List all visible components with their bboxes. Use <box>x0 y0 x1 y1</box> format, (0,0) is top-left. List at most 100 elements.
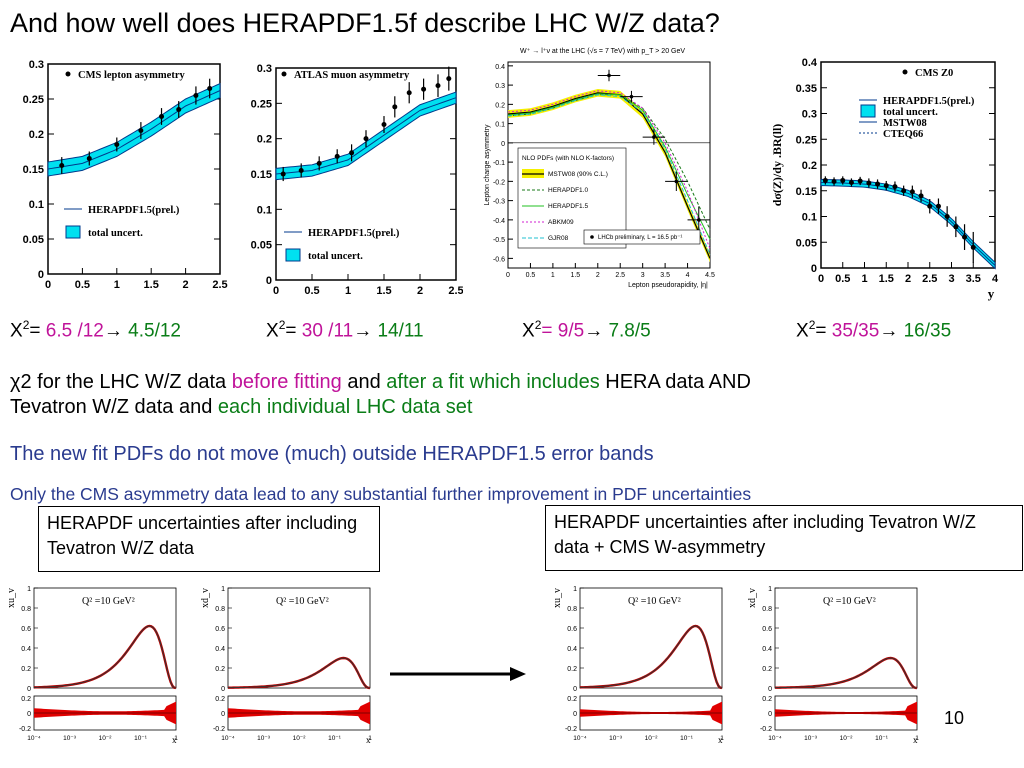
x-tick-label: 1 <box>345 285 351 297</box>
y-tick-label: 0.8 <box>215 606 225 613</box>
cms-lepton-asymmetry-svg: 0 0.05 0.1 0.15 0.2 0.25 0.3 0 0.5 1 1.5 2 2.5 CMS le… <box>23 59 228 291</box>
y-tick-label: 0.15 <box>796 186 817 198</box>
chi2-symbol: X <box>10 320 23 342</box>
plot-frame <box>507 61 711 269</box>
y-axis-label: xd_v <box>747 588 758 608</box>
data-point <box>962 234 968 240</box>
data-point <box>298 167 304 173</box>
x-tick-label: 1 <box>551 272 555 279</box>
legend-marker <box>281 71 287 77</box>
x-tick-label: 2.5 <box>212 279 227 291</box>
data-point <box>875 181 881 187</box>
pdf-curve <box>579 625 723 689</box>
chart-title: W⁺ → l⁺ν at the LHC (√s = 7 TeV) with p_… <box>520 47 685 55</box>
y-tick-label: 0 <box>768 686 772 693</box>
y-tick-label: -0.3 <box>493 199 505 206</box>
chi2-arrow: → <box>584 320 604 342</box>
chi2-sup: 2 <box>808 318 816 332</box>
chi2-eq: = <box>541 320 553 342</box>
y-tick-label: -0.1 <box>493 160 505 167</box>
y-tick-label: 0.25 <box>251 98 272 110</box>
y-axis-label: Lepton charge asymmetry <box>484 124 491 205</box>
y-tick-label: 0.25 <box>796 134 817 146</box>
data-point <box>86 156 92 161</box>
slide-title: And how well does HERAPDF1.5f describe L… <box>10 8 720 38</box>
data-point <box>316 160 322 166</box>
legend-label: HERAPDF1.5(prel.) <box>308 228 400 239</box>
y-tick-label: 1 <box>768 586 772 593</box>
xdv-right-svg: 0 0.2 0.4 0.6 0.8 1 xd_v Q² =10 GeV² -0.2 0 0.2 10⁻… <box>747 586 919 745</box>
data-point <box>840 177 846 183</box>
ratio-tick-label: -0.2 <box>19 726 31 733</box>
x-tick-label: 3.5 <box>660 272 670 279</box>
legend-label: MSTW08 (90% C.L.) <box>548 171 608 178</box>
x-tick-label: 1.5 <box>879 273 894 285</box>
ratio-tick-label: -0.2 <box>213 726 225 733</box>
y-tick-label: 0.2 <box>215 666 225 673</box>
legend-title: ATLAS muon asymmetry <box>294 70 410 81</box>
x-tick-label: 0.5 <box>304 285 319 297</box>
x-tick-label: 10⁻⁴ <box>27 735 41 742</box>
y-tick-label: 0 <box>221 686 225 693</box>
data-point <box>59 163 65 168</box>
x-tick-label: 10⁻² <box>293 735 307 742</box>
x-axis-label: x <box>913 735 918 745</box>
data-point <box>822 177 828 183</box>
x-tick-label: 1 <box>174 735 178 742</box>
y-tick-label: 0 <box>573 686 577 693</box>
y-tick-label: 0.1 <box>802 212 817 224</box>
note-cms-asymmetry: Only the CMS asymmetry data lead to any … <box>10 484 752 504</box>
central-curve <box>47 90 221 170</box>
y-tick-label: 0.2 <box>567 666 577 673</box>
x-tick-label: 3.5 <box>966 273 981 285</box>
chart-atlas-muon-asymmetry: 0 0.05 0.1 0.15 0.2 0.25 0.3 0 0.5 1 1.5 2 2.5 ATLAS … <box>238 58 463 298</box>
chi2-cms-z0: X2= 35/35→ 16/35 <box>796 318 951 342</box>
x-tick-label: 0.5 <box>526 272 536 279</box>
x-tick-label: 1 <box>114 279 120 291</box>
pdf-xuv-left: 0 0.2 0.4 0.6 0.8 1 xu_v Q² =10 GeV² -0.2 0 0.2 10⁻… <box>4 580 194 750</box>
x-tick-label: 10⁻² <box>645 735 659 742</box>
note-error-bands: The new fit PDFs do not move (much) outs… <box>10 443 654 465</box>
legend-label: total uncert. <box>308 251 363 262</box>
x-tick-label: 0 <box>273 285 279 297</box>
y-tick-label: 0.6 <box>762 626 772 633</box>
y-axis-label: dσ(Z)/dy .BR(ll) <box>770 124 784 207</box>
y-tick-label: 0.6 <box>21 626 31 633</box>
x-tick-label: 10⁻² <box>840 735 854 742</box>
legend-title: NLO PDFs (with NLO K-factors) <box>522 155 614 162</box>
top-frame <box>227 587 371 689</box>
data-point <box>901 188 907 194</box>
chi2-atlas-muon: X2= 30 /11→ 14/11 <box>266 318 424 342</box>
x-tick-label: 1 <box>861 273 867 285</box>
x-tick-label: 1 <box>368 735 372 742</box>
uncertainty-band <box>820 178 996 270</box>
desc-part: χ2 for the LHC W/Z data <box>10 371 232 393</box>
x-tick-label: 10⁻⁴ <box>573 735 587 742</box>
legend-marker <box>902 69 908 75</box>
y-tick-label: 1 <box>221 586 225 593</box>
y-tick-label: 0.35 <box>796 83 817 95</box>
ratio-tick-label: 0.2 <box>762 696 772 703</box>
data-legend-box <box>583 229 701 245</box>
data-point <box>935 203 941 209</box>
xdv-left-svg: 0 0.2 0.4 0.6 0.8 1 xd_v Q² =10 GeV² -0.2 0 0.2 10⁻… <box>200 586 372 745</box>
x-tick-label: 1.5 <box>570 272 580 279</box>
y-tick-label: 0.6 <box>567 626 577 633</box>
y-tick-label: 0.3 <box>802 109 817 121</box>
desc-part: and <box>341 371 387 393</box>
x-tick-label: 1.5 <box>376 285 391 297</box>
data-point <box>866 180 872 186</box>
y-axis-label: xu_v <box>552 588 563 608</box>
chi2-after: 4.5/12 <box>122 320 181 342</box>
chi2-symbol: X <box>266 320 279 342</box>
atlas-muon-asymmetry-svg: 0 0.05 0.1 0.15 0.2 0.25 0.3 0 0.5 1 1.5 2 2.5 ATLAS … <box>251 63 463 297</box>
x-tick-label: 4 <box>686 272 690 279</box>
y-tick-label: 0 <box>266 275 272 287</box>
chi2-symbol: X <box>522 320 535 342</box>
data-point <box>159 114 165 119</box>
top-frame <box>33 587 177 689</box>
box-left-caption: HERAPDF uncertainties after including Te… <box>38 506 380 572</box>
pdf-curve <box>227 657 371 689</box>
data-point <box>909 189 915 195</box>
y-tick-label: 0.05 <box>251 240 272 252</box>
